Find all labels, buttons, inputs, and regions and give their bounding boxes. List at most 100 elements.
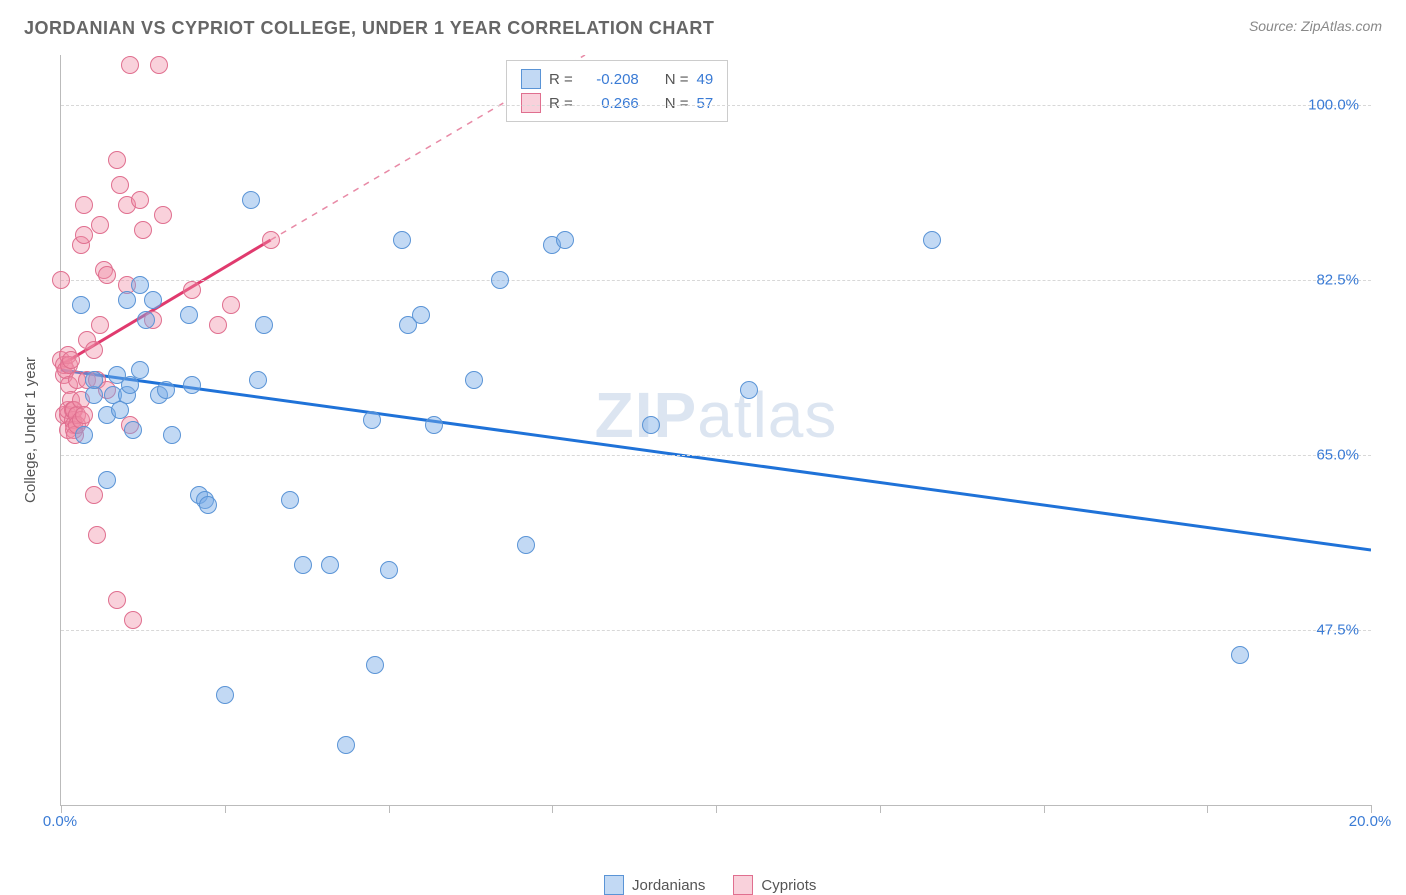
scatter-point [393,231,411,249]
scatter-point [183,376,201,394]
x-tick [389,805,390,813]
scatter-point [380,561,398,579]
x-tick [716,805,717,813]
scatter-point [121,56,139,74]
legend-item-jordanians: Jordanians [604,875,705,895]
scatter-point [124,421,142,439]
scatter-point [144,291,162,309]
scatter-point [72,296,90,314]
x-tick-label: 0.0% [43,813,77,830]
r-label: R = [549,71,573,88]
scatter-point [62,351,80,369]
chart-title: JORDANIAN VS CYPRIOT COLLEGE, UNDER 1 YE… [24,18,714,39]
stats-row-cypriots: R = 0.266 N = 57 [521,91,713,115]
n-label: N = [665,95,689,112]
scatter-point [85,371,103,389]
scatter-point [216,686,234,704]
r-value-jordanians: -0.208 [581,71,639,88]
scatter-point [740,381,758,399]
source-attribution: Source: ZipAtlas.com [1249,18,1382,34]
scatter-point [556,231,574,249]
scatter-point [1231,646,1249,664]
scatter-point [209,316,227,334]
scatter-point [183,281,201,299]
stats-row-jordanians: R = -0.208 N = 49 [521,67,713,91]
y-tick-label: 47.5% [1316,622,1359,639]
scatter-point [262,231,280,249]
scatter-point [121,376,139,394]
r-label: R = [549,95,573,112]
legend-label-jordanians: Jordanians [632,877,705,894]
scatter-point [91,316,109,334]
y-axis-title: College, Under 1 year [22,357,39,503]
scatter-point [108,151,126,169]
scatter-point [150,56,168,74]
x-tick [880,805,881,813]
gridline [61,105,1371,106]
y-tick-label: 82.5% [1316,272,1359,289]
stats-legend: R = -0.208 N = 49 R = 0.266 N = 57 [506,60,728,122]
series-legend: Jordanians Cypriots [604,875,816,895]
scatter-point [923,231,941,249]
scatter-point [52,271,70,289]
scatter-point [108,591,126,609]
scatter-point [363,411,381,429]
scatter-point [85,486,103,504]
watermark: ZIPatlas [595,378,838,452]
scatter-point [131,361,149,379]
scatter-point [294,556,312,574]
chart-container: College, Under 1 year ZIPatlas R = -0.20… [44,55,1384,835]
scatter-point [98,471,116,489]
scatter-point [163,426,181,444]
x-tick [1207,805,1208,813]
scatter-point [642,416,660,434]
scatter-point [75,226,93,244]
x-tick [552,805,553,813]
swatch-jordanians [521,69,541,89]
y-tick-label: 100.0% [1308,97,1359,114]
scatter-point [337,736,355,754]
scatter-point [131,276,149,294]
scatter-point [222,296,240,314]
n-value-jordanians: 49 [697,71,714,88]
scatter-point [321,556,339,574]
scatter-point [137,311,155,329]
scatter-point [88,526,106,544]
trend-line [61,370,1371,550]
gridline [61,630,1371,631]
scatter-point [91,216,109,234]
legend-label-cypriots: Cypriots [761,877,816,894]
scatter-point [131,191,149,209]
scatter-point [180,306,198,324]
scatter-point [118,291,136,309]
n-value-cypriots: 57 [697,95,714,112]
x-tick [225,805,226,813]
scatter-point [249,371,267,389]
swatch-jordanians-icon [604,875,624,895]
scatter-point [425,416,443,434]
scatter-point [255,316,273,334]
scatter-point [199,496,217,514]
scatter-point [98,266,116,284]
x-tick [1044,805,1045,813]
scatter-point [134,221,152,239]
scatter-point [491,271,509,289]
scatter-point [75,196,93,214]
trend-lines [61,55,1371,805]
plot-area: ZIPatlas R = -0.208 N = 49 R = 0.266 N =… [60,55,1371,806]
scatter-point [281,491,299,509]
scatter-point [242,191,260,209]
scatter-point [75,406,93,424]
scatter-point [75,426,93,444]
scatter-point [517,536,535,554]
r-value-cypriots: 0.266 [581,95,639,112]
scatter-point [85,341,103,359]
y-tick-label: 65.0% [1316,447,1359,464]
x-tick [61,805,62,813]
scatter-point [111,176,129,194]
scatter-point [157,381,175,399]
scatter-point [366,656,384,674]
swatch-cypriots-icon [733,875,753,895]
legend-item-cypriots: Cypriots [733,875,816,895]
x-tick-label: 20.0% [1349,813,1392,830]
